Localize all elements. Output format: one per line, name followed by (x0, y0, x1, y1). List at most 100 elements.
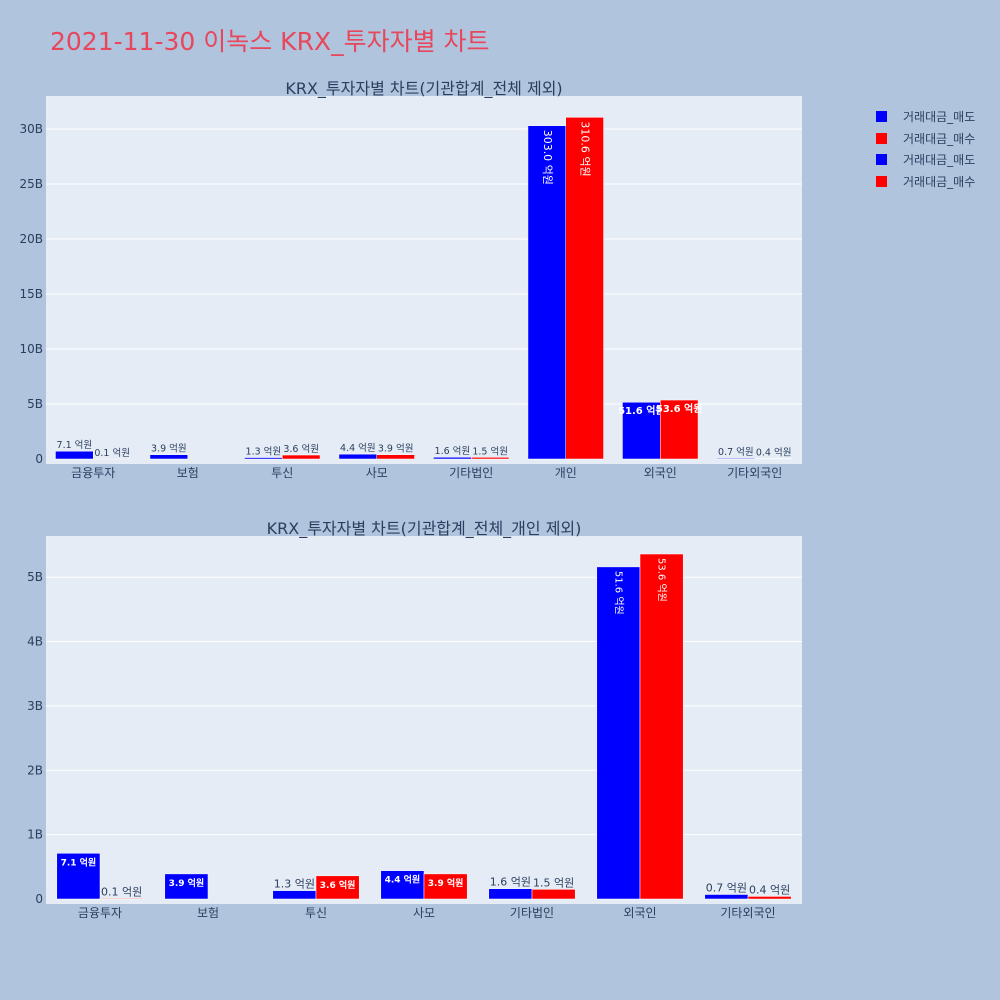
data-label: 3.9 억원 (378, 443, 414, 455)
y-tick-label: 4B (27, 635, 43, 649)
bar (622, 401, 661, 460)
legend-swatch (876, 154, 887, 166)
data-label: 3.9 억원 (169, 877, 205, 889)
bar (315, 875, 360, 900)
legend-swatch (876, 111, 887, 123)
bar (376, 454, 415, 460)
x-tick-label: 보험 (177, 466, 199, 480)
data-label: 0.1 억원 (94, 447, 130, 459)
chart-2: 0 1B 2B 3B 4B 5B KRX_투자자별 차트(기관합계_전체_개인 제외) 금융투… (27, 519, 802, 920)
data-label: 51.6 억원 (618, 404, 665, 417)
legend-item[interactable]: 거래대금_매도 (876, 106, 975, 128)
data-label: 1.5 억원 (472, 445, 508, 457)
bar (471, 457, 510, 460)
data-label: 53.6 억원 (656, 558, 668, 602)
data-label: 3.6 억원 (320, 879, 356, 891)
chart-title: KRX_투자자별 차트(기관합계_전체_개인 제외) (267, 519, 582, 539)
y-tick-label: 5B (27, 397, 43, 411)
bar (149, 454, 188, 460)
x-tick-label: 기타법인 (510, 906, 554, 920)
bar (380, 870, 425, 900)
legend-swatch (876, 175, 887, 187)
x-tick-label: 기타외국인 (727, 466, 782, 480)
y-tick-label: 10B (19, 342, 43, 356)
data-label: 0.1 억원 (101, 885, 142, 898)
data-label: 51.6 억원 (612, 571, 624, 615)
data-label: 7.1 억원 (57, 439, 93, 451)
bar (531, 889, 576, 900)
y-tick-label: 20B (19, 232, 43, 246)
data-label: 1.6 억원 (435, 445, 471, 457)
bar (244, 457, 283, 460)
bar (747, 896, 792, 900)
y-tick-label: 1B (27, 828, 43, 842)
y-tick-label: 15B (19, 287, 43, 301)
bar (423, 873, 468, 900)
bar (716, 457, 756, 460)
legend-item[interactable]: 거래대금_매도 (876, 149, 975, 171)
legend-label: 거래대금_매도 (903, 110, 976, 125)
y-tick-label: 0 (35, 892, 43, 906)
data-label: 1.3 억원 (246, 446, 282, 458)
bar (164, 873, 209, 900)
plot-area (46, 536, 802, 904)
x-tick-label: 금융투자 (78, 906, 122, 920)
x-tick-label: 기타외국인 (720, 906, 775, 920)
data-label: 1.3 억원 (274, 878, 315, 891)
data-label: 4.4 억원 (385, 874, 421, 886)
bar (660, 399, 699, 460)
legend-item[interactable]: 거래대금_매수 (876, 128, 975, 150)
legend-label: 거래대금_매도 (903, 153, 976, 168)
data-label: 1.6 억원 (490, 876, 531, 889)
y-tick-label: 25B (19, 177, 43, 191)
data-label: 1.5 억원 (533, 876, 574, 889)
bar (488, 888, 533, 900)
x-tick-label: 사모 (413, 906, 435, 920)
x-tick-label: 사모 (366, 466, 388, 480)
data-label: 0.4 억원 (749, 883, 790, 896)
x-tick-label: 기타법인 (449, 466, 493, 480)
legend-swatch (876, 132, 887, 144)
y-tick-label: 5B (27, 570, 43, 584)
x-tick-label: 외국인 (644, 466, 677, 480)
bar (272, 890, 317, 900)
data-label: 3.9 억원 (151, 443, 187, 455)
bar (338, 453, 378, 460)
data-label: 0.7 억원 (718, 446, 754, 458)
y-tick-label: 3B (27, 699, 43, 713)
bar (99, 898, 144, 900)
bar (433, 456, 472, 460)
x-tick-label: 외국인 (623, 906, 656, 920)
page-title: 2021-11-30 이녹스 KRX_투자자별 차트 (50, 27, 490, 56)
x-tick-label: 개인 (555, 466, 577, 480)
bar (56, 853, 101, 900)
legend-label: 거래대금_매수 (903, 131, 976, 146)
legend-label: 거래대금_매수 (903, 174, 976, 189)
bar (55, 450, 94, 460)
y-tick-label: 0 (35, 452, 43, 466)
data-label: 3.9 억원 (428, 877, 464, 889)
bar (282, 454, 321, 460)
y-tick-label: 30B (19, 122, 43, 136)
x-tick-label: 투신 (271, 466, 293, 480)
legend: 거래대금_매도 거래대금_매수 거래대금_매도 거래대금_매수 (876, 106, 975, 192)
data-label: 3.6 억원 (283, 443, 319, 455)
legend-item[interactable]: 거래대금_매수 (876, 171, 975, 193)
chart-1: 0 5B 10B 15B 20B 25B 30B KRX_투자자별 차트(기관합계_전체 제외… (19, 79, 802, 480)
x-tick-label: 금융투자 (71, 466, 115, 480)
x-tick-label: 투신 (305, 906, 327, 920)
data-label: 303.0 억원 (541, 130, 554, 185)
x-tick-label: 보험 (197, 906, 219, 920)
data-label: 4.4 억원 (340, 442, 376, 454)
data-label: 7.1 억원 (61, 856, 97, 868)
data-label: 310.6 억원 (579, 121, 592, 176)
data-label: 0.4 억원 (756, 447, 792, 459)
bar (704, 894, 749, 900)
bar (639, 553, 684, 900)
data-label: 53.6 억원 (656, 402, 703, 415)
chart-title: KRX_투자자별 차트(기관합계_전체 제외) (285, 79, 562, 99)
bar (596, 566, 641, 900)
data-label: 0.7 억원 (706, 881, 747, 894)
y-tick-label: 2B (27, 763, 43, 777)
